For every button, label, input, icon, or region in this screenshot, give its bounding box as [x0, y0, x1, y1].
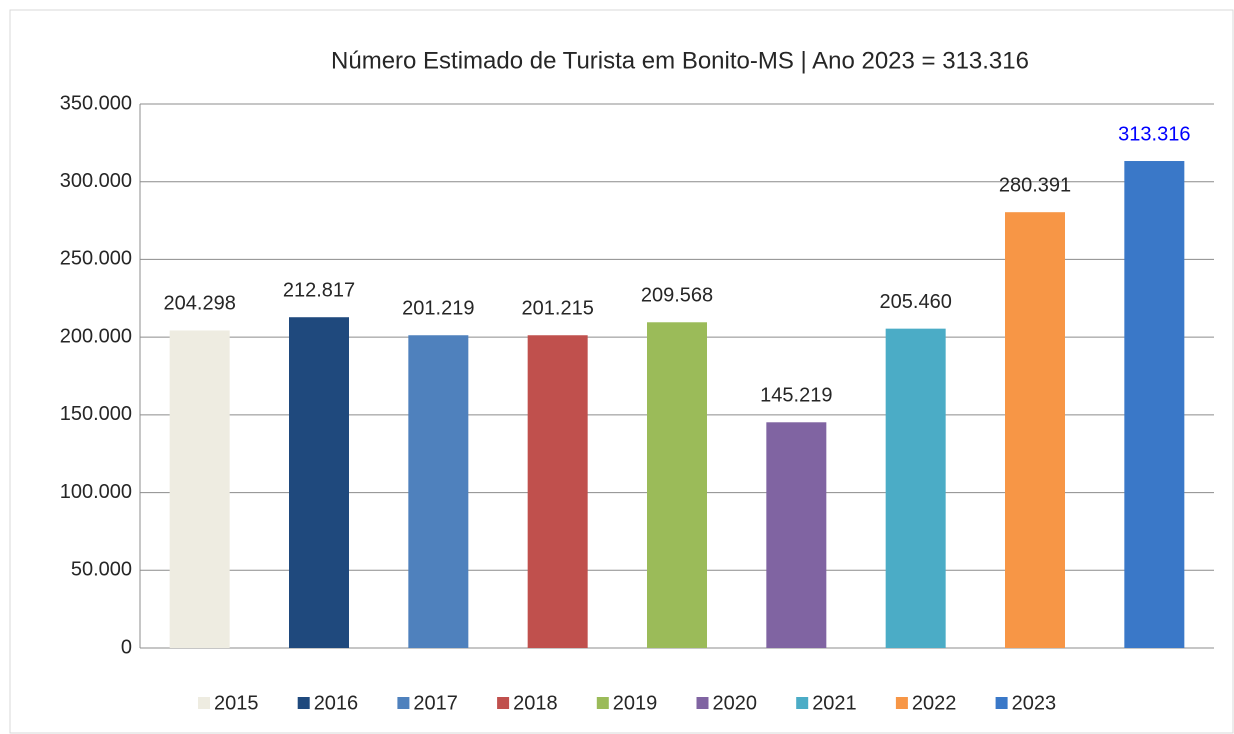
bar [527, 335, 588, 648]
data-label: 209.568 [641, 285, 713, 307]
legend-swatch [497, 697, 510, 709]
y-tick-label: 350.000 [60, 92, 132, 114]
legend-swatch [796, 697, 809, 709]
bar [408, 335, 469, 648]
legend-label: 2023 [1012, 692, 1057, 714]
legend-label: 2021 [812, 692, 857, 714]
legend-label: 2019 [613, 692, 658, 714]
legend-label: 2020 [713, 692, 758, 714]
data-label: 205.460 [880, 291, 952, 313]
data-label: 201.215 [522, 298, 594, 320]
data-label: 313.316 [1118, 123, 1190, 145]
data-label: 201.219 [402, 298, 474, 320]
legend-swatch [198, 697, 210, 709]
y-tick-label: 0 [121, 636, 132, 658]
bar [289, 317, 349, 648]
legend-label: 2018 [513, 692, 558, 714]
data-label: 204.298 [164, 293, 236, 315]
legend-label: 2015 [214, 692, 259, 714]
y-tick-label: 100.000 [60, 481, 132, 503]
data-label: 280.391 [999, 174, 1071, 196]
y-tick-label: 300.000 [60, 170, 132, 192]
y-tick-label: 250.000 [60, 248, 132, 270]
legend-label: 2022 [912, 692, 957, 714]
data-label: 145.219 [760, 385, 832, 407]
bar [169, 330, 230, 648]
y-tick-label: 50.000 [71, 559, 132, 581]
data-label: 212.817 [283, 280, 355, 302]
legend-label: 2017 [413, 692, 458, 714]
bar [766, 422, 827, 648]
y-tick-label: 150.000 [60, 403, 132, 425]
bar [885, 328, 946, 648]
legend-swatch [397, 697, 410, 709]
bar [647, 322, 707, 648]
legend-swatch [696, 697, 709, 709]
y-tick-label: 200.000 [60, 325, 132, 347]
legend-swatch [596, 697, 609, 709]
legend-swatch [297, 697, 310, 709]
bar [1005, 212, 1065, 649]
legend-swatch [895, 697, 908, 709]
legend-label: 2016 [314, 692, 359, 714]
bar [1124, 161, 1185, 649]
legend-swatch [995, 697, 1008, 709]
chart-title: Número Estimado de Turista em Bonito-MS … [331, 47, 1029, 74]
